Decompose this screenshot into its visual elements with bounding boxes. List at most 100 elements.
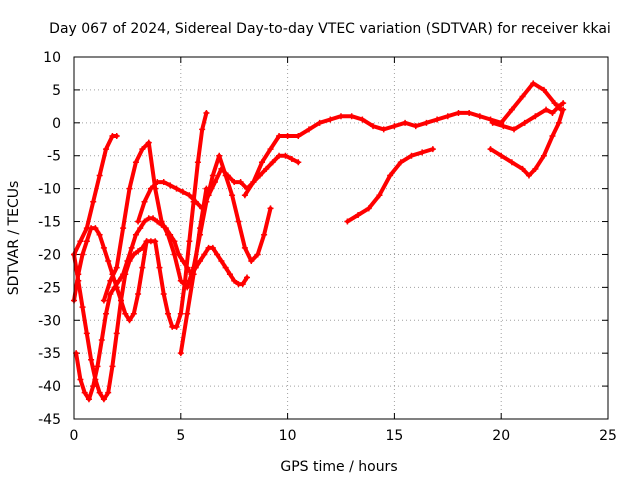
data-point — [498, 152, 505, 159]
data-point — [244, 274, 251, 281]
data-point — [126, 317, 133, 324]
data-point — [408, 152, 415, 159]
data-point — [540, 152, 547, 159]
data-point — [248, 258, 255, 265]
data-point — [487, 116, 494, 123]
data-point — [141, 198, 148, 205]
data-point — [192, 198, 199, 205]
data-point — [355, 211, 362, 218]
chart-title: Day 067 of 2024, Sidereal Day-to-day VTE… — [49, 21, 611, 37]
grid — [74, 57, 608, 419]
data-point — [81, 389, 88, 396]
data-point — [263, 165, 270, 172]
data-point — [267, 205, 274, 212]
data-point — [115, 277, 122, 284]
data-point — [141, 218, 148, 225]
data-point — [284, 132, 291, 139]
data-point — [75, 277, 82, 284]
data-point — [113, 330, 120, 337]
data-point — [135, 248, 142, 255]
data-point — [167, 182, 174, 189]
data-point — [135, 218, 142, 225]
data-point — [103, 310, 110, 317]
data-point — [209, 172, 216, 179]
y-tick-label: -20 — [38, 247, 61, 263]
data-point — [164, 231, 171, 238]
data-point — [231, 179, 238, 186]
data-point — [139, 244, 146, 251]
data-point — [348, 113, 355, 120]
data-point — [295, 132, 302, 139]
data-point — [90, 383, 97, 390]
data-point — [94, 363, 101, 370]
x-tick-label: 15 — [385, 428, 403, 444]
data-point — [96, 389, 103, 396]
data-point — [532, 165, 539, 172]
data-point — [508, 159, 515, 166]
data-point — [92, 225, 99, 232]
data-point — [85, 396, 92, 403]
data-point — [365, 205, 372, 212]
data-point — [83, 225, 90, 232]
data-point — [150, 215, 157, 222]
data-point — [139, 264, 146, 271]
data-point — [130, 251, 137, 258]
data-point — [117, 297, 124, 304]
data-point — [508, 106, 515, 113]
data-point — [145, 139, 152, 146]
data-point — [380, 126, 387, 133]
data-point — [276, 132, 283, 139]
data-point — [203, 109, 210, 116]
data-point — [222, 264, 229, 271]
axis-ticks: 0 5 10 15 20 25 -45 -40 -35 -30 -25 -20 -15 -10 -5 0 5 10 — [38, 50, 617, 444]
data-point — [186, 192, 193, 199]
data-point — [126, 258, 133, 265]
series-trace — [345, 147, 435, 224]
data-point — [224, 172, 231, 179]
data-point — [100, 297, 107, 304]
data-point — [177, 350, 184, 357]
data-point — [555, 119, 562, 126]
data-point — [288, 156, 295, 163]
data-point — [229, 192, 236, 199]
data-point — [184, 284, 191, 291]
y-tick-label: -45 — [38, 412, 61, 428]
data-point — [543, 106, 550, 113]
data-point — [476, 113, 483, 120]
data-point — [338, 113, 344, 120]
data-point — [113, 264, 120, 271]
data-point — [130, 310, 137, 317]
data-point — [444, 113, 451, 120]
data-point — [241, 244, 248, 251]
plot-frame — [73, 56, 609, 420]
data-point — [560, 106, 567, 113]
data-point — [105, 258, 112, 265]
data-point — [316, 119, 323, 126]
data-point — [113, 132, 120, 139]
data-point — [160, 179, 167, 186]
series-track-7 — [177, 185, 210, 357]
x-tick-label: 0 — [70, 428, 79, 444]
data-point — [184, 310, 191, 317]
data-point — [239, 281, 246, 288]
data-point — [511, 126, 518, 133]
y-tick-label: -5 — [47, 149, 61, 165]
data-point — [160, 290, 167, 297]
y-tick-label: 5 — [52, 83, 61, 99]
data-point — [218, 258, 225, 265]
data-point — [423, 119, 430, 126]
data-point — [158, 218, 165, 225]
data-point — [412, 123, 419, 130]
x-tick-label: 10 — [279, 428, 297, 444]
series-track-4 — [71, 132, 120, 258]
data-point — [359, 116, 366, 123]
data-point — [98, 337, 105, 344]
data-point — [132, 231, 139, 238]
data-point — [519, 93, 526, 100]
data-point — [344, 218, 351, 225]
data-point — [487, 146, 494, 153]
data-point — [173, 323, 180, 330]
data-point — [128, 244, 135, 251]
data-point — [560, 100, 567, 107]
data-point — [77, 376, 84, 383]
